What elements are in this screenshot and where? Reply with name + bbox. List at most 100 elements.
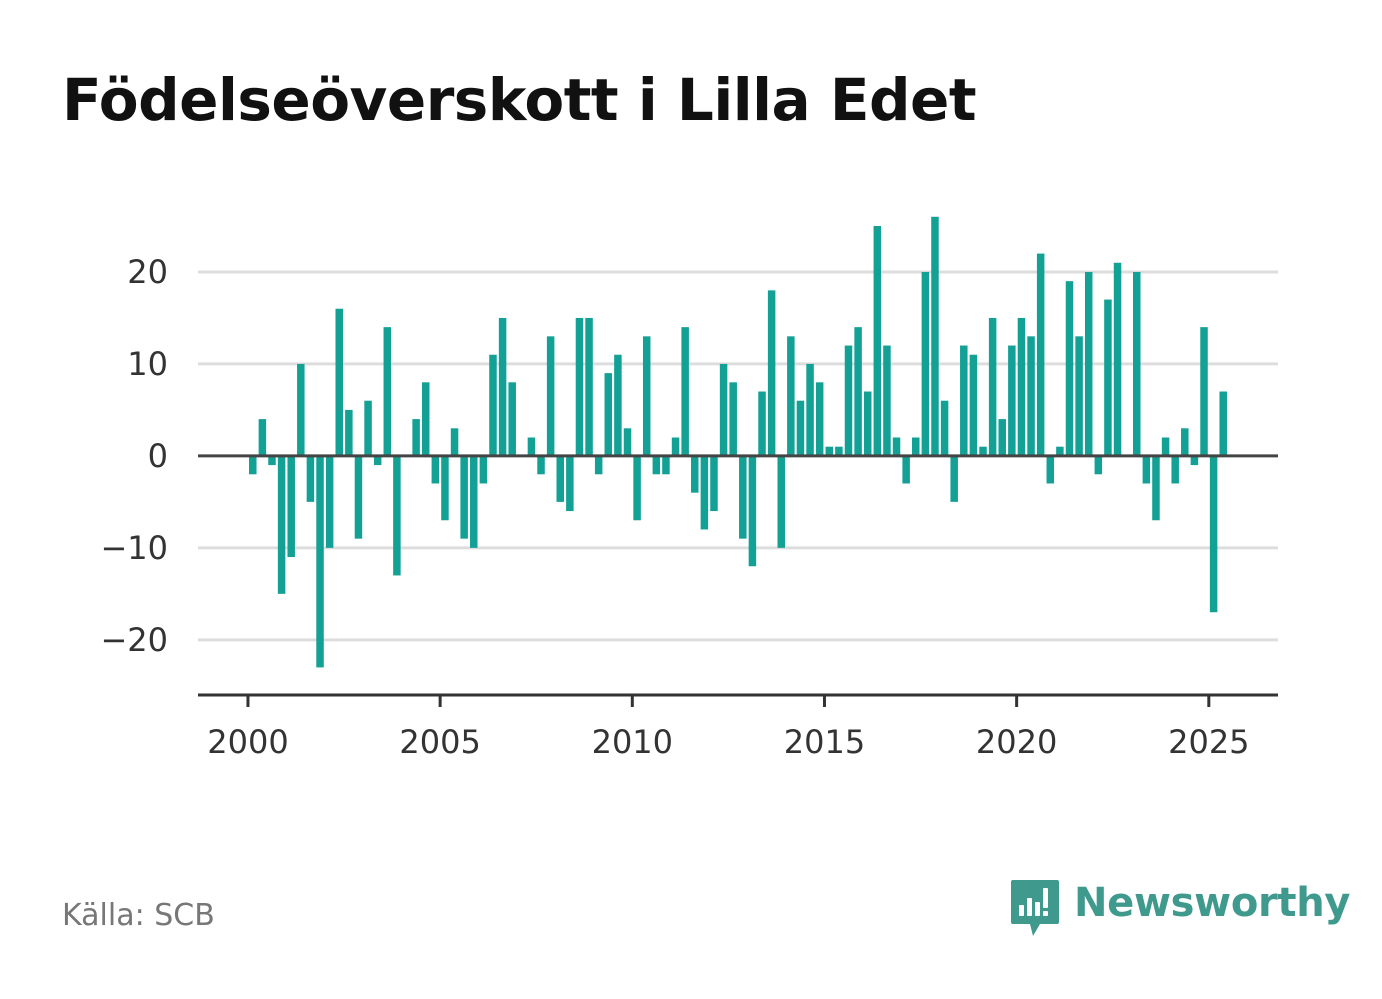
bar [806, 363, 814, 456]
bar [1209, 455, 1218, 613]
bar [1142, 455, 1151, 484]
bar [1027, 336, 1035, 456]
x-tick-label: 2000 [207, 723, 288, 761]
bar [287, 455, 295, 558]
bar [787, 336, 795, 456]
bar [681, 327, 689, 456]
bar [614, 354, 622, 456]
x-tick-label: 2015 [784, 723, 865, 761]
bar [479, 455, 488, 484]
bar [758, 391, 766, 456]
bar [450, 428, 459, 456]
bar [498, 317, 507, 456]
bar [950, 455, 958, 502]
bar [268, 455, 276, 466]
bar [691, 455, 699, 493]
bar [594, 455, 603, 475]
bar [373, 455, 382, 466]
bar [1133, 271, 1141, 456]
x-tick-label: 2020 [976, 723, 1057, 761]
bar [431, 455, 440, 484]
bar [623, 428, 632, 456]
bar [556, 455, 564, 502]
bar [700, 455, 709, 530]
bar [729, 382, 737, 456]
gridlines [198, 270, 1278, 642]
bar [825, 446, 834, 456]
bar [748, 455, 757, 567]
bar [1181, 428, 1189, 456]
bar [1171, 455, 1179, 484]
bar [767, 290, 776, 456]
bar [306, 455, 315, 502]
chart-title: Födelseöverskott i Lilla Edet [62, 66, 977, 134]
bar [863, 391, 872, 456]
bar [316, 455, 324, 668]
bar [345, 409, 353, 456]
bar [777, 455, 785, 548]
bar [546, 336, 555, 456]
bar [1056, 446, 1064, 456]
bar [383, 327, 392, 456]
bar [258, 419, 267, 456]
bar [652, 455, 661, 475]
bar [844, 345, 853, 456]
bar [719, 363, 728, 456]
bar [364, 400, 372, 456]
bar-chart-speech-bubble-icon [1011, 880, 1059, 936]
bar [1017, 317, 1026, 456]
bar [1161, 437, 1170, 456]
bar [633, 455, 641, 521]
bar [1094, 455, 1103, 475]
bar [710, 455, 718, 512]
y-tick-label: 0 [148, 437, 168, 475]
bar [969, 354, 978, 456]
bar [575, 317, 584, 456]
x-axis: 2000 2005 2010 2015 2020 2025 [198, 693, 1278, 761]
bar [297, 363, 305, 456]
bar [960, 345, 968, 456]
bar [393, 455, 401, 576]
brand-name: Newsworthy [1074, 880, 1351, 926]
bar [1190, 455, 1199, 466]
bar [1152, 455, 1160, 521]
bar [335, 308, 343, 456]
bar [921, 271, 930, 456]
bar [566, 455, 574, 512]
bar [508, 382, 516, 456]
bar [998, 419, 1006, 456]
bar [1104, 299, 1112, 456]
bar [1219, 391, 1227, 456]
bar [873, 225, 882, 456]
y-tick-label: −10 [100, 529, 168, 567]
x-tick-label: 2025 [1168, 723, 1249, 761]
bar [1075, 336, 1083, 456]
bar [489, 354, 497, 456]
bar [249, 455, 257, 475]
bar [912, 437, 920, 456]
bar [835, 446, 843, 456]
bar [527, 437, 536, 456]
bar [1008, 345, 1016, 456]
x-tick-label: 2010 [592, 723, 673, 761]
bar [662, 455, 670, 475]
bar [931, 216, 939, 456]
bar [537, 455, 545, 475]
y-tick-label: 20 [127, 253, 168, 291]
bar [1200, 327, 1208, 456]
bar [354, 455, 363, 539]
bar [671, 437, 680, 456]
y-tick-label: −20 [100, 621, 168, 659]
bar [940, 400, 949, 456]
bar [1036, 253, 1045, 456]
bar [854, 327, 862, 456]
bar [585, 317, 593, 456]
brand[interactable]: Newsworthy [1010, 878, 1351, 942]
bar [460, 455, 468, 539]
bar [883, 345, 891, 456]
bar [421, 382, 430, 456]
bar [892, 437, 901, 456]
x-tick-label: 2005 [399, 723, 480, 761]
bar [815, 382, 824, 456]
